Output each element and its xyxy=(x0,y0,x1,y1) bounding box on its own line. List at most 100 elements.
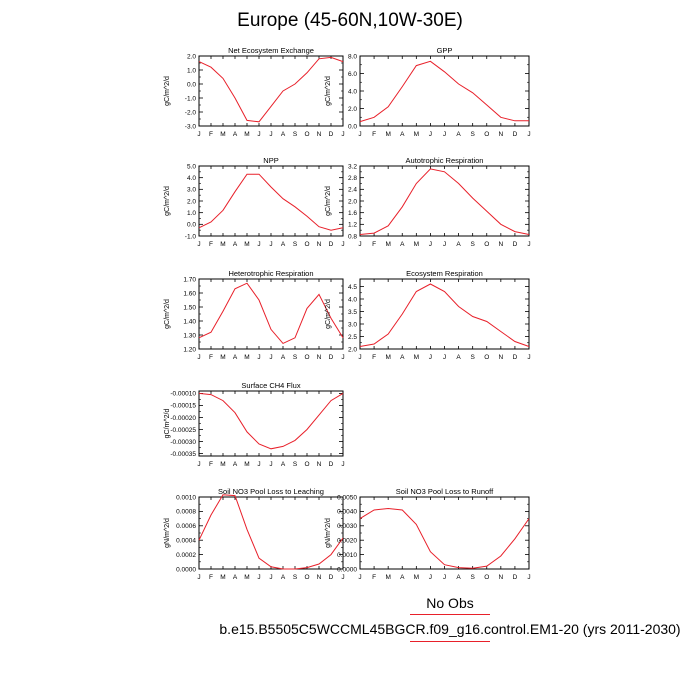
panel-2-ytick-label: 8.0 xyxy=(348,53,357,60)
panel-7-xtick-label: A xyxy=(281,461,286,468)
panel-6-xtick-label: D xyxy=(513,354,518,361)
panel-8-xtick-label: J xyxy=(269,574,272,581)
panel-9-xtick-label: A xyxy=(400,574,405,581)
panel-7-series-line xyxy=(198,392,344,450)
panel-6-xtick-label: A xyxy=(400,354,405,361)
panel-8-xtick-label: A xyxy=(233,574,238,581)
panel-6-ytick-label: 2.5 xyxy=(348,334,357,341)
panel-9-xtick-label: J xyxy=(443,574,446,581)
panel-5-title: Heterotrophic Respiration xyxy=(228,269,313,278)
panel-7-xtick-label: D xyxy=(329,461,334,468)
panel-7-xtick-label: S xyxy=(293,461,298,468)
panel-4-xtick-label: J xyxy=(429,241,432,248)
panel-4-ylabel: gC/m^2/d xyxy=(325,186,332,216)
panel-8-ytick-label: 0.0006 xyxy=(176,523,196,530)
panel-5-xtick-label: S xyxy=(293,354,298,361)
panel-7-xtick-label: J xyxy=(341,461,344,468)
panel-3-ytick-label: -1.0 xyxy=(185,233,197,240)
panel-2-ytick-label: 2.0 xyxy=(348,106,357,113)
panel-9-ytick-label: 0.0010 xyxy=(337,552,357,559)
panel-4-ytick-label: 0.8 xyxy=(348,233,357,240)
panel-2-ylabel: gC/m^2/d xyxy=(325,76,332,106)
panel-5-xtick-label: D xyxy=(329,354,334,361)
panel-9-series-line xyxy=(359,507,530,569)
panel-2-xtick-label: N xyxy=(498,131,503,138)
panel-2-xtick-label: J xyxy=(358,131,361,138)
panel-4-ytick-label: 2.4 xyxy=(348,187,357,194)
panel-2-xtick-label: A xyxy=(400,131,405,138)
panel-5-xtick-label: O xyxy=(304,354,309,361)
panel-7-ytick-label: -0.00010 xyxy=(170,391,196,398)
legend-obs-label: No Obs xyxy=(426,595,474,611)
panel-4-xtick-label: O xyxy=(484,241,489,248)
panel-5-xtick-label: N xyxy=(317,354,322,361)
panel-2-xtick-label: A xyxy=(456,131,461,138)
panel-8-ytick-label: 0.0008 xyxy=(176,509,196,516)
panel-3-ytick-label: 1.0 xyxy=(187,210,196,217)
panel-3-ytick-label: 5.0 xyxy=(187,163,196,170)
panel-2-xtick-label: F xyxy=(372,131,376,138)
panel-3-ytick-label: 0.0 xyxy=(187,222,196,229)
panel-5-ytick-label: 1.30 xyxy=(183,332,196,339)
panel-8-xtick-label: F xyxy=(209,574,213,581)
panel-1-xtick-label: A xyxy=(281,131,286,138)
panel-6-ytick-label: 2.0 xyxy=(348,346,357,353)
panel-5-xtick-label: F xyxy=(209,354,213,361)
legend-model-line xyxy=(410,641,490,642)
panel-5-xtick-label: A xyxy=(233,354,238,361)
panel-2-xtick-label: D xyxy=(513,131,518,138)
panel-6-series-line xyxy=(359,283,530,347)
panel-2-ytick-label: 0.0 xyxy=(348,123,357,130)
panel-6-ytick-label: 4.0 xyxy=(348,296,357,303)
panel-4-xtick-label: F xyxy=(372,241,376,248)
panel-2-xtick-label: J xyxy=(443,131,446,138)
panel-7-xtick-label: O xyxy=(304,461,309,468)
panel-2-frame xyxy=(359,55,530,127)
panel-3-xtick-label: M xyxy=(220,241,225,248)
panel-9-frame xyxy=(359,496,530,570)
panel-3-ytick-label: 4.0 xyxy=(187,175,196,182)
panel-4-ytick-label: 2.8 xyxy=(348,175,357,182)
panel-9-title: Soil NO3 Pool Loss to Runoff xyxy=(396,487,494,496)
panel-5-xtick-label: J xyxy=(269,354,272,361)
panel-1-xtick-label: M xyxy=(244,131,249,138)
panel-2-xtick-label: J xyxy=(527,131,530,138)
panel-3-xtick-label: O xyxy=(304,241,309,248)
panel-8-ytick-label: 0.0002 xyxy=(176,552,196,559)
panel-1-ytick-label: 0.0 xyxy=(187,81,196,88)
panel-3-xtick-label: N xyxy=(317,241,322,248)
panel-4-title: Autotrophic Respiration xyxy=(406,156,484,165)
panel-7-ytick-label: -0.00015 xyxy=(170,403,196,410)
panel-7-xtick-label: J xyxy=(257,461,260,468)
panel-7-ytick-label: -0.00020 xyxy=(170,415,196,422)
panel-6-xtick-label: M xyxy=(385,354,390,361)
panel-4-xtick-label: J xyxy=(358,241,361,248)
panel-1-xtick-label: J xyxy=(197,131,200,138)
panel-6-xtick-label: A xyxy=(456,354,461,361)
panel-7-ytick-label: -0.00025 xyxy=(170,427,196,434)
panel-8-ytick-label: 0.0010 xyxy=(176,494,196,501)
panel-5-ytick-label: 1.70 xyxy=(183,276,196,283)
panel-5-xtick-label: J xyxy=(341,354,344,361)
panel-8-ytick-label: 0.0004 xyxy=(176,538,196,545)
panel-5-xtick-label: J xyxy=(257,354,260,361)
panel-1-xtick-label: J xyxy=(257,131,260,138)
panel-4-xtick-label: D xyxy=(513,241,518,248)
panel-2-xtick-label: J xyxy=(429,131,432,138)
panel-4-xtick-label: S xyxy=(470,241,475,248)
panel-3-xtick-label: J xyxy=(257,241,260,248)
panel-9-xtick-label: J xyxy=(527,574,530,581)
panel-4-ytick-label: 2.0 xyxy=(348,198,357,205)
panel-6-ylabel: gC/m^2/d xyxy=(325,299,332,329)
panel-1-xtick-label: O xyxy=(304,131,309,138)
panel-1-xtick-label: F xyxy=(209,131,213,138)
panel-7-frame xyxy=(198,390,344,457)
panel-9-xtick-label: D xyxy=(513,574,518,581)
panel-9-xtick-label: M xyxy=(414,574,419,581)
panel-5-frame xyxy=(198,278,344,350)
panel-3-xtick-label: F xyxy=(209,241,213,248)
panel-3-ytick-label: 2.0 xyxy=(187,198,196,205)
panel-9-xtick-label: O xyxy=(484,574,489,581)
panel-9-ytick-label: 0.0050 xyxy=(337,494,357,501)
